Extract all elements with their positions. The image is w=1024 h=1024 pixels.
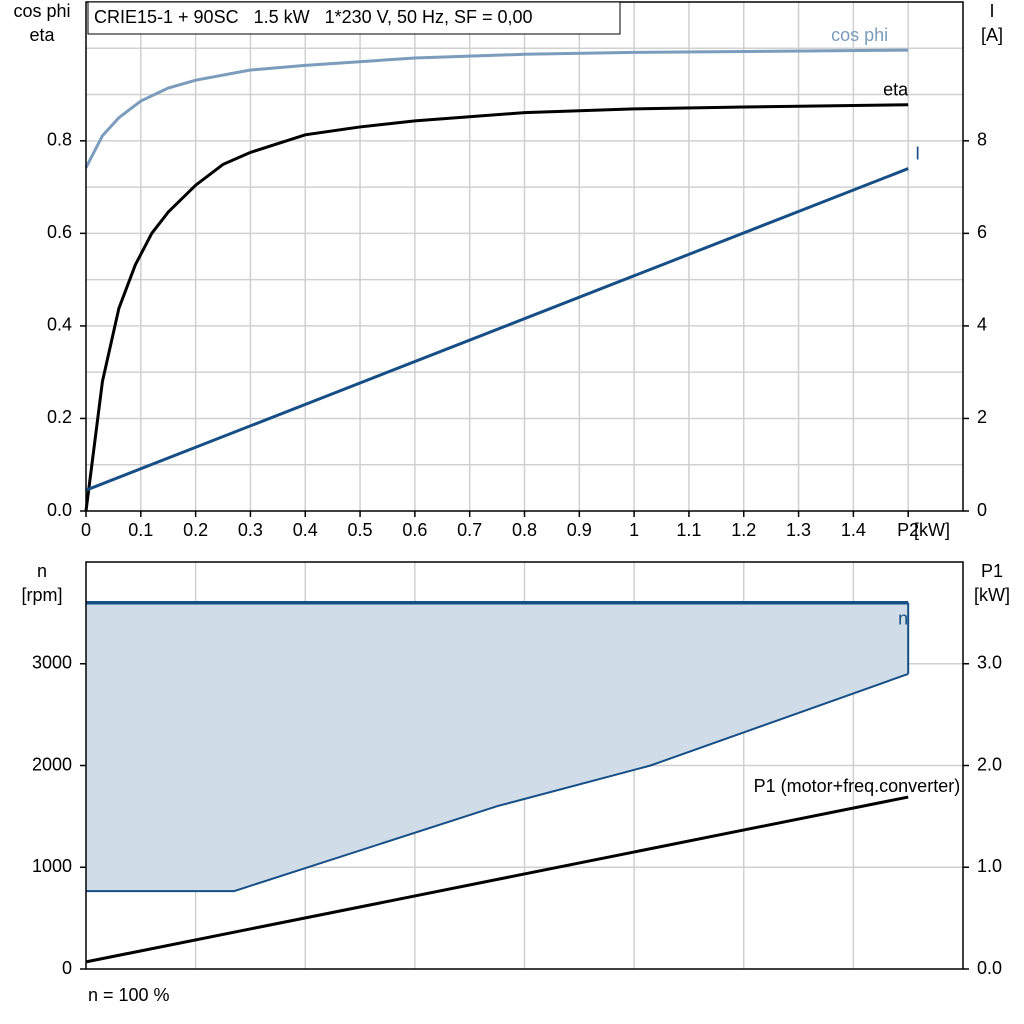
y-axis-label: cos phi	[13, 1, 70, 21]
footnote: n = 100 %	[88, 985, 170, 1005]
x-tick-label: 1.2	[731, 520, 756, 540]
y2-tick-label: 3.0	[977, 653, 1002, 673]
y2-tick-label: 0	[977, 500, 987, 520]
x-tick-label: P2	[897, 520, 919, 540]
y2-axis-label: [kW]	[974, 585, 1010, 605]
y2-tick-label: 0.0	[977, 958, 1002, 978]
y2-axis-label: P1	[981, 561, 1003, 581]
x-tick-label: 1	[629, 520, 639, 540]
title-box	[87, 1, 621, 35]
x-tick-label: 0.6	[402, 520, 427, 540]
y2-axis-label: [A]	[981, 25, 1003, 45]
y2-tick-label: 2	[977, 407, 987, 427]
x-tick-label: 1.4	[841, 520, 866, 540]
y-tick-label: 0.6	[47, 222, 72, 242]
series-label: eta	[883, 79, 909, 99]
x-unit: [kW]	[914, 520, 950, 540]
y2-tick-label: 6	[977, 222, 987, 242]
y-tick-label: 0.0	[47, 500, 72, 520]
y-axis-label: [rpm]	[21, 585, 62, 605]
y2-tick-label: 8	[977, 130, 987, 150]
x-tick-label: 1.3	[786, 520, 811, 540]
series-line	[85, 167, 909, 492]
y2-tick-label: 4	[977, 315, 987, 335]
x-tick-label: 1.1	[676, 520, 701, 540]
x-tick-label: 0.5	[348, 520, 373, 540]
chart-title: CRIE15-1 + 90SC 1.5 kW 1*230 V, 50 Hz, S…	[94, 7, 533, 27]
y-axis-label: n	[37, 561, 47, 581]
x-tick-label: 0.7	[457, 520, 482, 540]
series-label: P1 (motor+freq.converter)	[754, 776, 961, 796]
y2-axis-label: I	[989, 1, 994, 21]
band-lower	[86, 672, 909, 893]
y-tick-label: 2000	[32, 754, 72, 774]
x-tick-label: 0.2	[183, 520, 208, 540]
x-tick-label: 0	[81, 520, 91, 540]
y-tick-label: 3000	[32, 653, 72, 673]
band-area	[86, 602, 909, 892]
series-label: n	[898, 608, 908, 628]
series-line	[85, 795, 909, 964]
x-tick-label: 0.1	[128, 520, 153, 540]
x-tick-label: 0.8	[512, 520, 537, 540]
x-tick-label: 0.9	[567, 520, 592, 540]
y-tick-label: 0.8	[47, 130, 72, 150]
series-label: cos phi	[831, 25, 888, 45]
series-label: I	[915, 143, 920, 163]
series-line	[84, 48, 909, 169]
y-axis-label: eta	[29, 25, 55, 45]
y-tick-label: 0	[62, 958, 72, 978]
x-tick-label: 0.3	[238, 520, 263, 540]
y-tick-label: 0.4	[47, 315, 72, 335]
series-line	[84, 103, 909, 512]
y-tick-label: 0.2	[47, 407, 72, 427]
x-tick-label: 0.4	[293, 520, 318, 540]
y2-tick-label: 2.0	[977, 754, 1002, 774]
y-tick-label: 1000	[32, 856, 72, 876]
y2-tick-label: 1.0	[977, 856, 1002, 876]
